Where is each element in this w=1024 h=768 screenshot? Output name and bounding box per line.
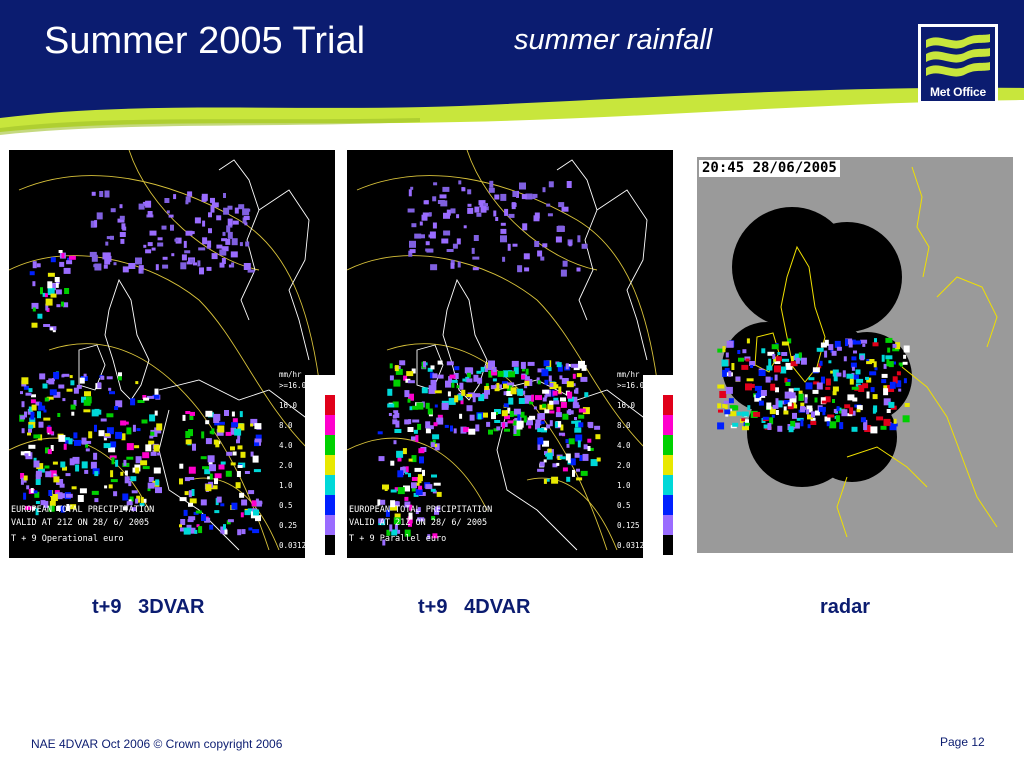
legend-swatch bbox=[325, 535, 335, 555]
caption-4dvar: t+9 4DVAR bbox=[418, 596, 531, 618]
legend-unit: mm/hr bbox=[279, 370, 302, 379]
legend-swatch bbox=[663, 435, 673, 455]
precipitation-field bbox=[9, 150, 330, 551]
header-banner bbox=[0, 0, 1024, 135]
legend-swatch bbox=[663, 455, 673, 475]
slide-header: Summer 2005 Trial summer rainfall Met Of… bbox=[0, 0, 1024, 135]
legend-swatch bbox=[325, 515, 335, 535]
caption-radar: radar bbox=[820, 596, 871, 618]
precipitation-legend: mm/hr >=16.0 16.0 8.0 4.0 2.0 1.0 0.5 0.125 0.03… bbox=[617, 370, 673, 558]
page-subtitle: summer rainfall bbox=[514, 24, 713, 56]
legend-label: 0.125 bbox=[617, 521, 640, 530]
legend-label: 8.0 bbox=[279, 421, 293, 430]
met-office-logo-icon bbox=[918, 24, 998, 104]
legend-label: 4.0 bbox=[279, 441, 293, 450]
map-overlay-line-3: T + 9 Operational euro bbox=[11, 534, 124, 544]
legend-unit: mm/hr bbox=[617, 370, 640, 379]
legend-label: 0.03125 bbox=[279, 541, 311, 550]
radar-map: 20:45 28/06/2005 bbox=[697, 157, 1013, 553]
legend-swatch bbox=[325, 415, 335, 435]
legend-swatch bbox=[663, 415, 673, 435]
page-number: Page 12 bbox=[940, 735, 985, 749]
map-overlay-line-2: VALID AT 21Z ON 28/ 6/ 2005 bbox=[11, 518, 150, 528]
legend-swatch bbox=[325, 475, 335, 495]
legend-label: 8.0 bbox=[617, 421, 631, 430]
legend-label: 2.0 bbox=[617, 461, 631, 470]
legend-label: 1.0 bbox=[279, 481, 293, 490]
legend-label: 2.0 bbox=[279, 461, 293, 470]
legend-swatch bbox=[663, 515, 673, 535]
precipitation-field bbox=[347, 150, 668, 551]
map-overlay-line-1: EUROPEAN TOTAL PRECIPITATION bbox=[11, 505, 155, 515]
legend-label: 16.0 bbox=[617, 401, 636, 410]
legend-label: 0.03125 bbox=[617, 541, 649, 550]
map-overlay-line-3: T + 9 Parallel euro bbox=[349, 534, 447, 544]
legend-label: >=16.0 bbox=[617, 381, 645, 390]
legend-label: 0.5 bbox=[279, 501, 293, 510]
legend-label: 1.0 bbox=[617, 481, 631, 490]
legend-label: 16.0 bbox=[279, 401, 298, 410]
forecast-map-4dvar: mm/hr >=16.0 16.0 8.0 4.0 2.0 1.0 0.5 0.125 0.03… bbox=[347, 150, 673, 558]
footer-copyright: NAE 4DVAR Oct 2006 © Crown copyright 200… bbox=[31, 737, 283, 751]
legend-swatch bbox=[325, 455, 335, 475]
legend-swatch bbox=[325, 395, 335, 415]
forecast-map-3dvar: mm/hr >=16.0 16.0 8.0 4.0 2.0 1.0 0.5 0.25 0.031… bbox=[9, 150, 335, 558]
radar-composite bbox=[717, 166, 998, 538]
logo-label: Met Office bbox=[929, 85, 986, 99]
legend-swatch bbox=[663, 395, 673, 415]
legend-swatch bbox=[325, 435, 335, 455]
map-overlay-line-2: VALID AT 21Z ON 28/ 6/ 2005 bbox=[349, 518, 488, 528]
legend-label: >=16.0 bbox=[279, 381, 307, 390]
precipitation-legend: mm/hr >=16.0 16.0 8.0 4.0 2.0 1.0 0.5 0.25 0.031… bbox=[279, 370, 335, 558]
legend-label: 0.25 bbox=[279, 521, 298, 530]
legend-swatch bbox=[325, 495, 335, 515]
legend-swatch bbox=[663, 475, 673, 495]
legend-label: 4.0 bbox=[617, 441, 631, 450]
page-title: Summer 2005 Trial bbox=[44, 20, 366, 62]
radar-timestamp: 20:45 28/06/2005 bbox=[699, 160, 840, 177]
legend-label: 0.5 bbox=[617, 501, 631, 510]
legend-swatch bbox=[663, 535, 673, 555]
caption-3dvar: t+9 3DVAR bbox=[92, 596, 205, 618]
legend-swatch bbox=[663, 495, 673, 515]
map-overlay-line-1: EUROPEAN TOTAL PRECIPITATION bbox=[349, 505, 493, 515]
